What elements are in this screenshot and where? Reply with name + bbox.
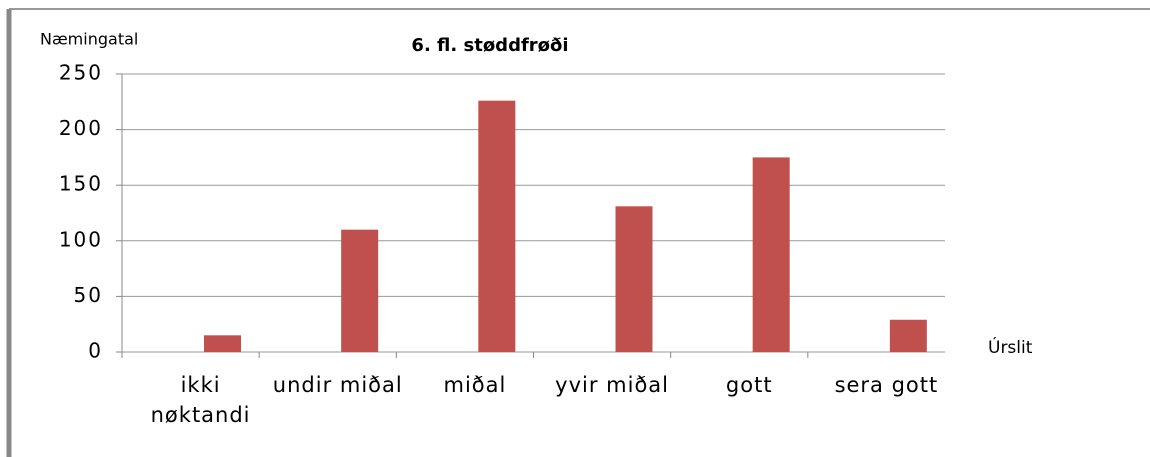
bar — [752, 157, 790, 352]
y-tick-label: 50 — [74, 283, 103, 307]
bar — [615, 206, 653, 352]
bar — [204, 335, 241, 352]
bar — [889, 319, 927, 352]
x-axis-label: Úrslit — [988, 336, 1033, 358]
y-tick-label: 250 — [59, 61, 103, 85]
x-tick-label: ikki nøktandi — [150, 373, 251, 427]
y-tick-label: 100 — [59, 227, 103, 251]
y-tick-label: 0 — [88, 339, 103, 363]
y-axis-label: Næmingatal — [40, 30, 138, 49]
x-tick-label: sera gott — [834, 373, 939, 397]
x-tick-label: yvir miðal — [555, 373, 669, 397]
x-tick-label: undir miðal — [272, 373, 403, 397]
x-tick-label: gott — [725, 373, 773, 397]
y-tick-label: 150 — [59, 172, 103, 196]
chart-title: 6. fl. støddfrøði — [411, 35, 568, 56]
bar — [478, 100, 516, 352]
y-tick-label: 200 — [59, 116, 103, 140]
x-tick-label: miðal — [443, 373, 507, 397]
bar — [341, 229, 379, 352]
